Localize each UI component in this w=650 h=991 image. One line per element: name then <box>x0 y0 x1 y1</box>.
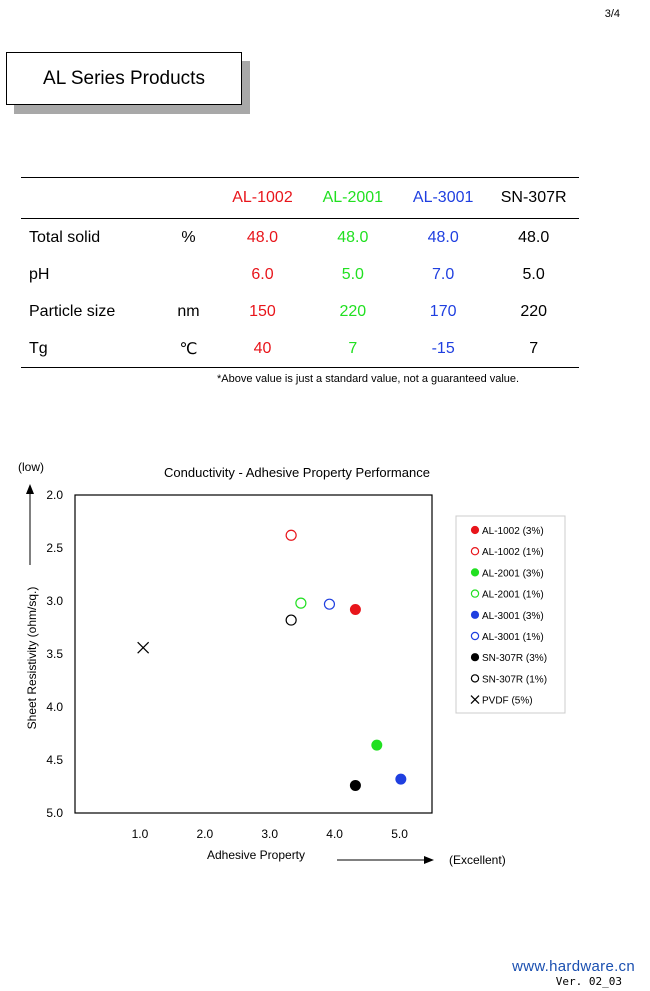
row-unit: ℃ <box>179 340 198 358</box>
legend-marker <box>470 674 480 683</box>
y-annotation-low: (low) <box>18 460 44 474</box>
row-label: Particle size <box>29 302 116 320</box>
cell-value: 48.0 <box>488 218 579 256</box>
chart-title: Conductivity - Adhesive Property Perform… <box>164 465 430 480</box>
y-tick-label: 3.0 <box>46 594 63 608</box>
cell-value: 150 <box>249 302 276 320</box>
x-tick-label: 4.0 <box>326 827 343 841</box>
cell-value: 7.0 <box>432 265 455 283</box>
header-al1002: AL-1002 <box>232 189 293 206</box>
x-tick-label: 2.0 <box>196 827 213 841</box>
data-point <box>349 779 361 791</box>
legend-label: AL-2001 (1%) <box>482 590 544 601</box>
cell-value: 48.0 <box>307 218 398 256</box>
x-arrow-head <box>424 856 434 864</box>
table-header-row: AL-1002 AL-2001 AL-3001 SN-307R <box>21 178 579 219</box>
x-tick-label: 1.0 <box>132 827 149 841</box>
legend-marker <box>470 631 480 641</box>
y-arrow-head <box>26 484 34 494</box>
row-unit: % <box>159 218 218 256</box>
x-tick-label: 3.0 <box>261 827 278 841</box>
y-tick-label: 2.5 <box>46 541 63 555</box>
legend-label: AL-2001 (3%) <box>482 568 544 579</box>
data-point <box>323 598 336 610</box>
cell-value: 48.0 <box>217 218 308 256</box>
legend-label: AL-3001 (3%) <box>482 611 544 622</box>
cell-value: -15 <box>431 339 455 357</box>
x-tick-labels: 1.0 2.0 3.0 4.0 5.0 <box>132 827 409 841</box>
legend-marker <box>470 589 480 598</box>
cell-value: 7 <box>348 339 358 357</box>
data-point <box>349 603 361 615</box>
cell-value: 5.0 <box>522 265 545 283</box>
legend: AL-1002 (3%) AL-1002 (1%) AL-2001 (3%) AL-2… <box>470 525 547 707</box>
disclaimer-note: *Above value is just a standard value, n… <box>217 373 520 385</box>
legend-label: PVDF (5%) <box>482 696 533 707</box>
data-point <box>395 773 407 785</box>
legend-marker <box>470 653 480 662</box>
y-tick-label: 4.0 <box>46 700 63 714</box>
data-point <box>285 614 297 626</box>
y-tick-label: 4.5 <box>46 753 63 767</box>
cell-value: 40 <box>253 339 272 357</box>
data-point <box>285 529 297 541</box>
y-tick-label: 3.5 <box>46 647 63 661</box>
legend-marker <box>470 610 480 619</box>
page-number: 3/4 <box>604 8 620 20</box>
data-point <box>371 739 383 751</box>
plot-frame <box>74 494 433 814</box>
legend-marker <box>470 695 480 705</box>
legend-marker <box>470 546 480 556</box>
legend-marker <box>470 525 480 535</box>
cell-value: 220 <box>339 302 367 320</box>
spec-table: AL-1002 AL-2001 AL-3001 SN-307R Total so… <box>21 177 579 368</box>
x-tick-label: 5.0 <box>391 827 408 841</box>
legend-label: SN-307R (3%) <box>482 653 547 664</box>
cell-value: 7 <box>529 339 539 357</box>
table-row: Total solid % 48.0 48.0 48.0 48.0 <box>21 218 579 256</box>
cell-value: 170 <box>429 302 457 320</box>
cell-value: 6.0 <box>251 265 274 283</box>
legend-label: SN-307R (1%) <box>482 674 547 685</box>
y-tick-label: 5.0 <box>46 806 63 820</box>
brand-watermark: www.hardware.cn <box>512 958 635 975</box>
x-axis-label: Adhesive Property <box>207 848 305 862</box>
cell-value: 5.0 <box>341 265 364 283</box>
scatter-chart: (low) Conductivity - Adhesive Property P… <box>18 460 566 867</box>
legend-label: AL-1002 (1%) <box>482 547 544 558</box>
row-label: pH <box>29 265 50 283</box>
cell-value: 48.0 <box>397 218 489 256</box>
x-annotation-excellent: (Excellent) <box>449 853 506 867</box>
row-unit <box>160 256 218 293</box>
cell-value: 220 <box>520 302 548 320</box>
row-label: Tg <box>29 339 48 357</box>
legend-label: AL-3001 (1%) <box>482 632 544 643</box>
legend-label: AL-1002 (3%) <box>482 526 544 537</box>
header-sn307r: SN-307R <box>500 189 567 206</box>
table-row: Tg ℃ 40 7 -15 7 <box>21 330 579 368</box>
page-title: AL Series Products <box>6 52 242 105</box>
table-row: Particle size nm 150 220 170 220 <box>21 293 579 330</box>
legend-marker <box>470 568 480 577</box>
y-tick-labels: 2.0 2.5 3.0 3.5 4.0 4.5 5.0 <box>46 488 63 820</box>
header-al3001: AL-3001 <box>412 189 474 206</box>
data-points <box>137 529 407 791</box>
data-point <box>295 597 307 609</box>
table-row: pH 6.0 5.0 7.0 5.0 <box>21 256 579 293</box>
y-tick-label: 2.0 <box>46 488 63 502</box>
header-al2001: AL-2001 <box>322 189 384 206</box>
row-unit: nm <box>177 302 200 320</box>
data-point <box>137 641 150 654</box>
y-axis-label: Sheet Resistivity (ohm/sq.) <box>25 587 39 730</box>
row-label: Total solid <box>21 218 160 256</box>
version-label: Ver. 02_03 <box>555 975 622 988</box>
